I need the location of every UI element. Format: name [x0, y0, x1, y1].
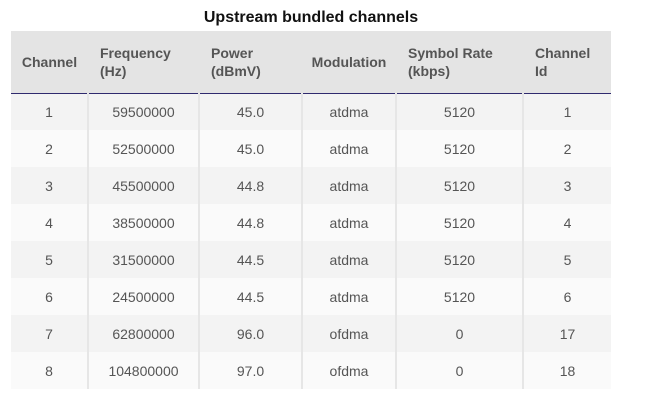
- table-row: 1 59500000 45.0 atdma 5120 1: [11, 93, 611, 130]
- cell-symbol-rate: 5120: [395, 204, 523, 241]
- cell-symbol-rate: 0: [395, 352, 523, 389]
- cell-channel: 5: [45, 251, 53, 268]
- column-header-unit: Id: [535, 62, 548, 79]
- cell-symbol-rate: 5120: [395, 241, 523, 278]
- column-header-label: Symbol Rate: [408, 44, 493, 61]
- cell-modulation: atdma: [301, 241, 396, 278]
- table-row: 5 31500000 44.5 atdma 5120 5: [11, 241, 611, 278]
- cell-symbol-rate: 5120: [395, 278, 523, 315]
- column-header-unit: (dBmV): [211, 62, 261, 79]
- column-header-label: Frequency: [100, 44, 171, 61]
- cell-channel: 4: [45, 214, 53, 231]
- cell-channel-id: 17: [522, 315, 611, 352]
- cell-modulation: atdma: [301, 93, 396, 130]
- cell-channel-id: 2: [522, 130, 611, 167]
- table-row: 4 38500000 44.8 atdma 5120 4: [11, 204, 611, 241]
- cell-symbol-rate: 5120: [395, 167, 523, 204]
- column-header-channel-id: Channel Id: [523, 31, 611, 94]
- cell-channel: 1: [45, 103, 53, 120]
- cell-frequency: 52500000: [87, 130, 199, 167]
- cell-channel: 8: [45, 362, 53, 379]
- cell-symbol-rate: 5120: [395, 130, 523, 167]
- cell-frequency: 104800000: [87, 352, 199, 389]
- cell-power: 44.8: [198, 167, 302, 204]
- cell-channel-id: 6: [522, 278, 611, 315]
- cell-frequency: 24500000: [87, 278, 199, 315]
- column-header-modulation: Modulation: [302, 31, 396, 94]
- cell-channel-id: 4: [522, 204, 611, 241]
- cell-channel: 7: [45, 325, 53, 342]
- cell-power: 45.0: [198, 93, 302, 130]
- table-header-row: Channel Frequency (Hz) Power (dBmV) Modu…: [11, 31, 611, 94]
- cell-modulation: ofdma: [301, 315, 396, 352]
- table-row: 6 24500000 44.5 atdma 5120 6: [11, 278, 611, 315]
- column-header-label: Modulation: [311, 53, 387, 70]
- cell-channel-id: 5: [522, 241, 611, 278]
- table-row: 3 45500000 44.8 atdma 5120 3: [11, 167, 611, 204]
- cell-channel: 3: [45, 177, 53, 194]
- column-header-label: Channel: [535, 44, 591, 61]
- column-header-frequency: Frequency (Hz): [88, 31, 199, 94]
- cell-power: 97.0: [198, 352, 302, 389]
- cell-symbol-rate: 5120: [395, 93, 523, 130]
- column-header-label: Power: [211, 44, 254, 61]
- column-header-symbol-rate: Symbol Rate (kbps): [396, 31, 523, 94]
- cell-power: 44.5: [198, 241, 302, 278]
- table-row: 2 52500000 45.0 atdma 5120 2: [11, 130, 611, 167]
- cell-frequency: 31500000: [87, 241, 199, 278]
- cell-power: 96.0: [198, 315, 302, 352]
- table-row: 7 62800000 96.0 ofdma 0 17: [11, 315, 611, 352]
- cell-modulation: atdma: [301, 130, 396, 167]
- cell-frequency: 59500000: [87, 93, 199, 130]
- upstream-channels-table: Channel Frequency (Hz) Power (dBmV) Modu…: [11, 31, 611, 389]
- column-header-channel: Channel: [11, 31, 88, 94]
- table-row: 8 104800000 97.0 ofdma 0 18: [11, 352, 611, 389]
- cell-power: 44.8: [198, 204, 302, 241]
- cell-frequency: 38500000: [87, 204, 199, 241]
- cell-channel-id: 18: [522, 352, 611, 389]
- cell-symbol-rate: 0: [395, 315, 523, 352]
- cell-modulation: atdma: [301, 204, 396, 241]
- cell-power: 45.0: [198, 130, 302, 167]
- column-header-unit: (Hz): [100, 62, 127, 79]
- column-header-unit: (kbps): [408, 62, 450, 79]
- column-header-label: Channel: [21, 53, 78, 70]
- page-title: Upstream bundled channels: [203, 9, 419, 26]
- cell-channel-id: 3: [522, 167, 611, 204]
- cell-frequency: 45500000: [87, 167, 199, 204]
- cell-modulation: atdma: [301, 278, 396, 315]
- cell-power: 44.5: [198, 278, 302, 315]
- cell-channel: 2: [45, 140, 53, 157]
- column-header-power: Power (dBmV): [199, 31, 302, 94]
- cell-modulation: ofdma: [301, 352, 396, 389]
- cell-channel-id: 1: [522, 93, 611, 130]
- cell-channel: 6: [45, 288, 53, 305]
- cell-frequency: 62800000: [87, 315, 199, 352]
- cell-modulation: atdma: [301, 167, 396, 204]
